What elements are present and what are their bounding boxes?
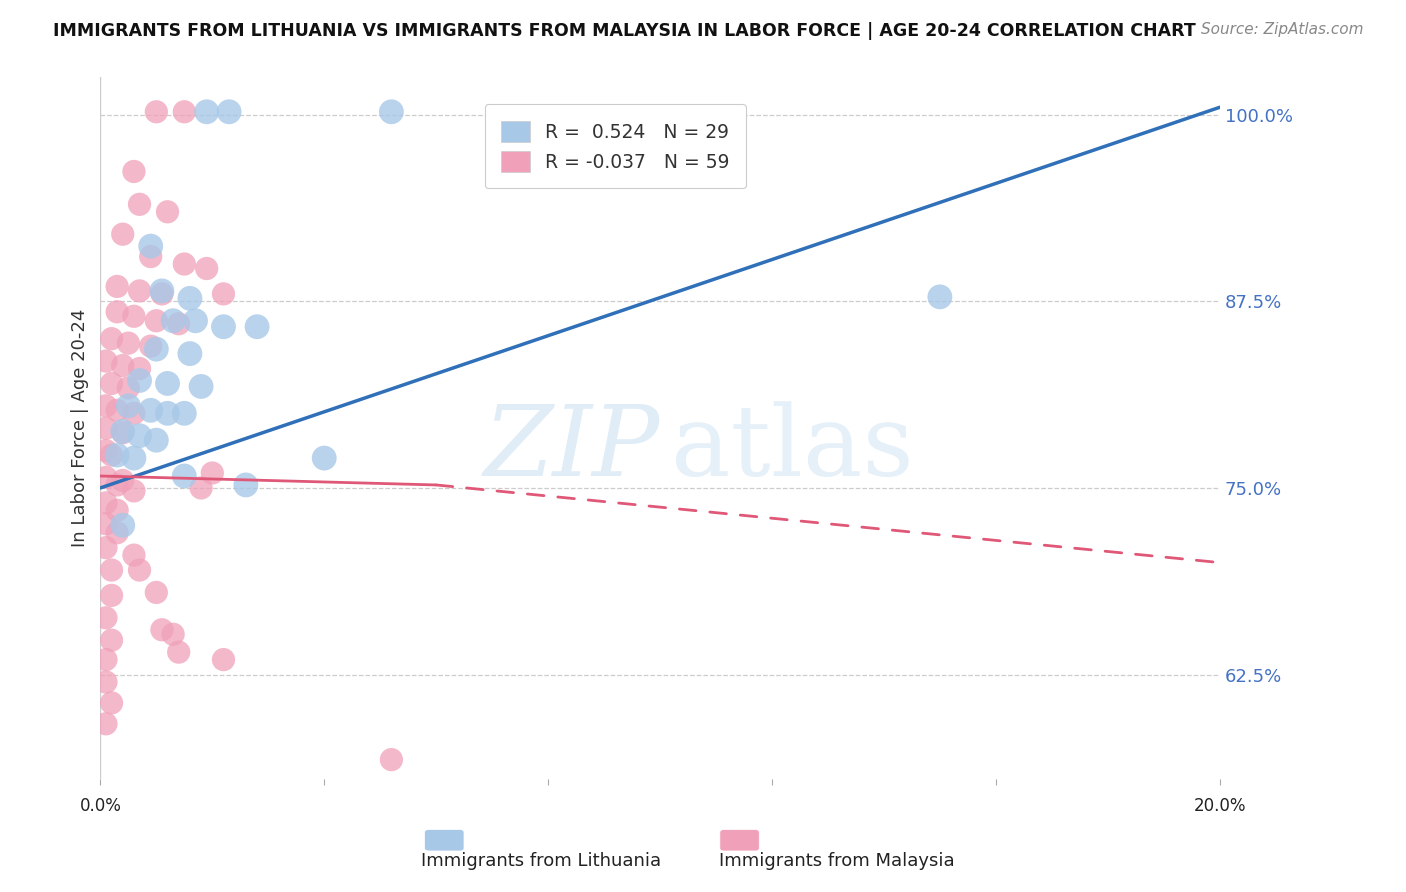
- Point: [105, 503, 128, 517]
- Point: [190, 481, 212, 495]
- Point: [117, 399, 139, 413]
- Y-axis label: In Labor Force | Age 20-24: In Labor Force | Age 20-24: [72, 309, 89, 548]
- Point: [246, 319, 269, 334]
- Point: [94, 516, 117, 531]
- Point: [111, 425, 134, 440]
- Point: [150, 284, 173, 298]
- Point: [156, 376, 179, 391]
- Point: [162, 314, 184, 328]
- Legend: R =  0.524   N = 29, R = -0.037   N = 59: R = 0.524 N = 29, R = -0.037 N = 59: [485, 104, 747, 188]
- Point: [235, 478, 257, 492]
- Text: IMMIGRANTS FROM LITHUANIA VS IMMIGRANTS FROM MALAYSIA IN LABOR FORCE | AGE 20-24: IMMIGRANTS FROM LITHUANIA VS IMMIGRANTS …: [53, 22, 1197, 40]
- Point: [117, 381, 139, 395]
- Point: [94, 496, 117, 510]
- Point: [111, 359, 134, 373]
- Point: [94, 541, 117, 555]
- Point: [128, 374, 150, 388]
- Point: [201, 466, 224, 480]
- Point: [139, 250, 162, 264]
- Point: [128, 428, 150, 442]
- Point: [100, 563, 122, 577]
- Point: [122, 451, 145, 466]
- Text: Source: ZipAtlas.com: Source: ZipAtlas.com: [1201, 22, 1364, 37]
- Point: [105, 525, 128, 540]
- Point: [94, 652, 117, 666]
- Point: [100, 589, 122, 603]
- Point: [179, 346, 201, 360]
- Point: [111, 518, 134, 533]
- Point: [167, 645, 190, 659]
- Point: [100, 332, 122, 346]
- Point: [195, 104, 218, 119]
- Point: [122, 406, 145, 420]
- Point: [105, 403, 128, 417]
- Point: [156, 204, 179, 219]
- Text: 0.0%: 0.0%: [79, 797, 121, 815]
- Point: [100, 448, 122, 462]
- Point: [212, 286, 235, 301]
- Point: [173, 469, 195, 483]
- Point: [105, 478, 128, 492]
- Point: [94, 716, 117, 731]
- Point: [122, 164, 145, 178]
- Text: Immigrants from Lithuania: Immigrants from Lithuania: [422, 852, 661, 870]
- Text: 20.0%: 20.0%: [1194, 797, 1246, 815]
- Point: [150, 623, 173, 637]
- Point: [212, 319, 235, 334]
- Point: [139, 239, 162, 253]
- Point: [380, 753, 402, 767]
- Point: [173, 104, 195, 119]
- Point: [150, 286, 173, 301]
- Point: [145, 104, 167, 119]
- Text: Immigrants from Malaysia: Immigrants from Malaysia: [718, 852, 955, 870]
- Point: [105, 279, 128, 293]
- Point: [94, 470, 117, 484]
- Point: [122, 548, 145, 562]
- Point: [128, 284, 150, 298]
- Point: [100, 633, 122, 648]
- Point: [100, 696, 122, 710]
- Point: [173, 406, 195, 420]
- Point: [145, 585, 167, 599]
- Point: [122, 483, 145, 498]
- Point: [111, 227, 134, 242]
- Point: [94, 675, 117, 690]
- Point: [128, 361, 150, 376]
- Point: [94, 421, 117, 435]
- Point: [105, 305, 128, 319]
- Point: [145, 314, 167, 328]
- Point: [173, 257, 195, 271]
- Point: [314, 451, 336, 466]
- Text: atlas: atlas: [671, 401, 914, 497]
- Point: [111, 474, 134, 488]
- Point: [139, 339, 162, 353]
- Point: [190, 379, 212, 393]
- Point: [195, 261, 218, 276]
- Point: [928, 290, 950, 304]
- Point: [162, 627, 184, 641]
- Point: [94, 399, 117, 413]
- Point: [184, 314, 207, 328]
- Point: [145, 433, 167, 447]
- Text: ZIP: ZIP: [484, 401, 659, 497]
- Point: [128, 563, 150, 577]
- Point: [167, 317, 190, 331]
- Point: [218, 104, 240, 119]
- Point: [145, 342, 167, 356]
- Point: [117, 336, 139, 351]
- Point: [128, 197, 150, 211]
- Point: [94, 611, 117, 625]
- Point: [139, 403, 162, 417]
- Point: [111, 424, 134, 438]
- Point: [94, 443, 117, 458]
- Point: [100, 376, 122, 391]
- Point: [212, 652, 235, 666]
- Point: [156, 406, 179, 420]
- Point: [122, 310, 145, 324]
- Point: [179, 291, 201, 305]
- Point: [105, 448, 128, 462]
- Point: [94, 354, 117, 368]
- Point: [380, 104, 402, 119]
